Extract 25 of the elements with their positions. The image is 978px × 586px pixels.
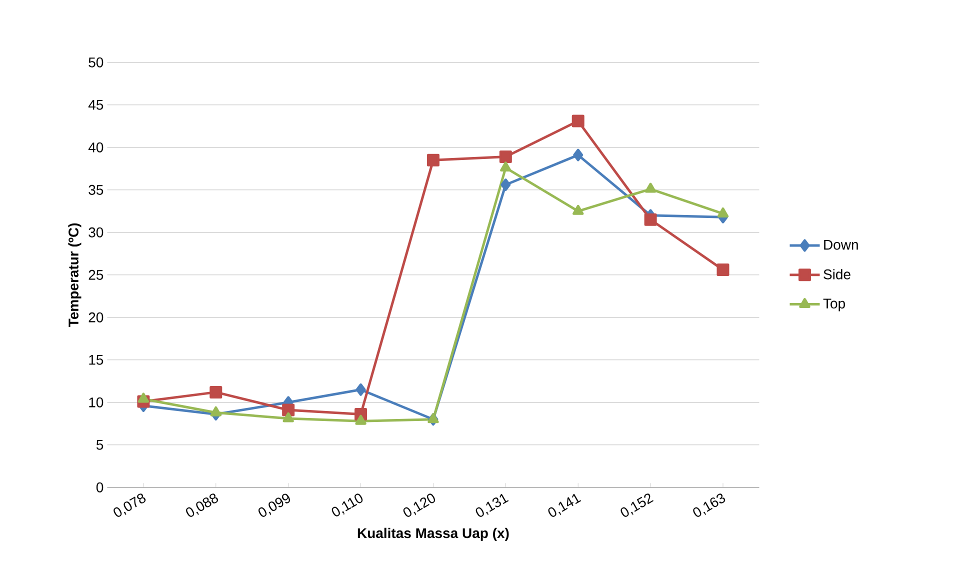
y-tick-label: 10 bbox=[89, 397, 104, 408]
x-tick-label: 0,088 bbox=[186, 494, 218, 517]
x-axis-title: Kualitas Massa Uap (x) bbox=[358, 528, 509, 541]
x-tick-label: 0,141 bbox=[548, 494, 582, 517]
x-tick-label: 0,163 bbox=[693, 494, 726, 517]
x-tick-label: 0,120 bbox=[403, 494, 436, 517]
x-tick-label: 0,078 bbox=[114, 494, 146, 517]
x-tick-label: 0,099 bbox=[258, 494, 290, 517]
y-tick-label: 25 bbox=[88, 270, 104, 280]
x-tick-label: 0,110 bbox=[332, 494, 363, 516]
y-tick-label: 45 bbox=[88, 100, 104, 110]
y-tick-label: 40 bbox=[88, 142, 104, 152]
legend-label: Side bbox=[824, 269, 850, 280]
y-tick-label: 35 bbox=[88, 184, 104, 195]
y-tick-label: 20 bbox=[88, 312, 104, 322]
y-tick-label: 50 bbox=[88, 57, 104, 68]
y-tick-label: 30 bbox=[88, 227, 104, 238]
legend-label: Down bbox=[824, 240, 858, 250]
x-tick-label: 0,131 bbox=[476, 494, 509, 517]
legend-label: Top bbox=[823, 298, 845, 312]
y-axis-title: Temperatur (ºC) bbox=[68, 223, 82, 327]
y-tick-label: 0 bbox=[96, 482, 104, 492]
y-tick-label: 5 bbox=[96, 440, 104, 450]
y-tick-label: 15 bbox=[89, 355, 104, 365]
x-tick-label: 0,152 bbox=[620, 494, 654, 517]
